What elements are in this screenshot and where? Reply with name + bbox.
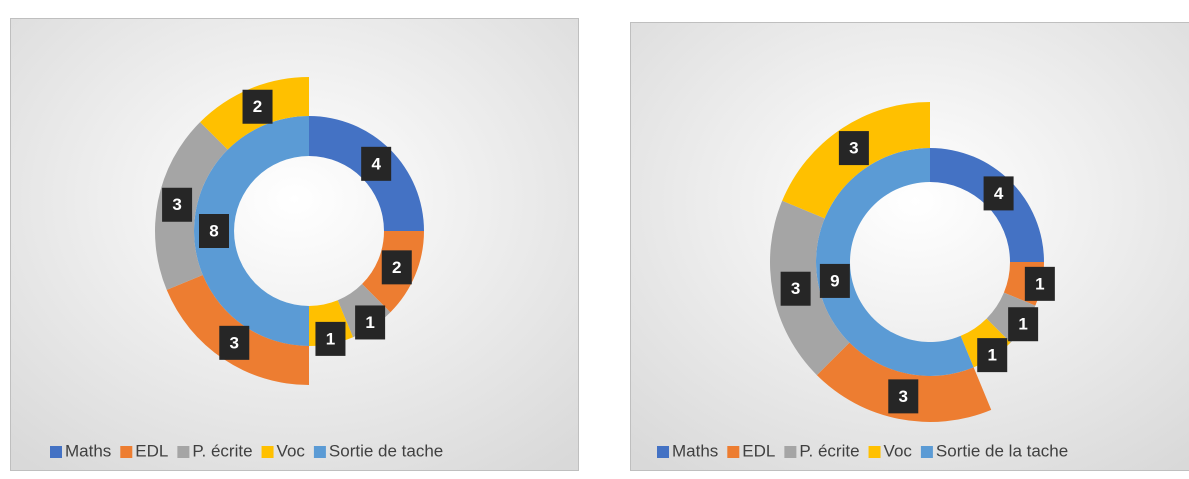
legend-label: Voc [277,441,306,460]
data-label-box [381,250,412,285]
data-label-box [888,379,919,414]
legend-swatch [784,446,797,458]
data-label-box [361,146,392,181]
data-label: 1 [365,313,374,332]
data-label-box [780,271,811,306]
data-label-box [838,131,869,166]
legend-label: Sortie de la tache [936,441,1068,460]
legend-label: Voc [884,441,913,460]
data-label: 2 [253,97,262,116]
data-label-box [199,214,229,248]
data-label-box [162,187,193,222]
data-label: 3 [849,139,858,158]
legend-swatch [920,446,933,458]
data-label: 4 [994,184,1004,203]
data-label: 8 [209,221,218,240]
data-label-box [315,321,346,356]
data-label-box [355,305,386,340]
data-label: 3 [791,279,800,298]
legend-swatch [50,446,62,458]
data-label-box [242,89,273,124]
data-label: 1 [1035,274,1044,293]
data-label-box [977,338,1008,373]
data-label-box [983,176,1014,211]
data-label: 4 [371,154,381,173]
slice [815,148,974,376]
data-label: 1 [326,329,335,348]
legend-swatch [261,446,274,458]
data-label-box [219,325,250,360]
legend-swatch [868,446,881,458]
legend-label: Maths [672,441,718,460]
data-label: 9 [830,271,839,290]
legend-swatch [657,446,669,458]
legend-swatch [120,446,133,458]
data-label-box [819,263,850,298]
legend-label: Maths [65,441,111,460]
data-label: 3 [172,195,181,214]
data-label-box [1008,307,1039,342]
legend-label: EDL [742,441,775,460]
legend-swatch [727,446,740,458]
data-label: 3 [230,333,239,352]
data-label: 3 [899,387,908,406]
legend-label: P. écrite [799,441,859,460]
data-label-box [1024,266,1055,301]
slice [194,116,309,346]
legend-label: Sortie de tache [329,441,443,460]
legend-swatch [177,446,190,458]
legend-label: P. écrite [192,441,252,460]
legend-label: EDL [135,441,168,460]
data-label: 1 [987,346,996,365]
legend-swatch [313,446,326,458]
data-label: 1 [1018,315,1027,334]
data-label: 2 [392,258,401,277]
